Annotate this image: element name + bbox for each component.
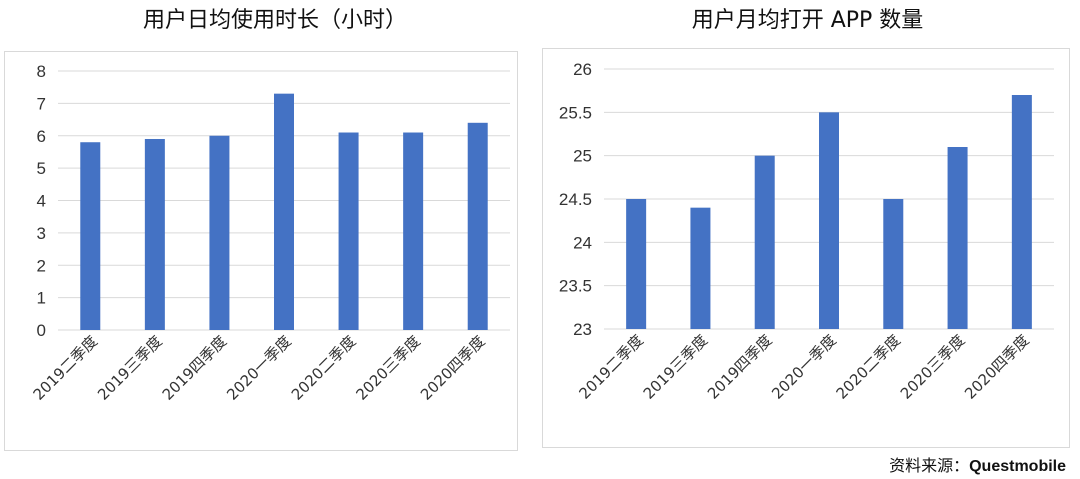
y-tick-label: 4 (37, 192, 46, 211)
y-tick-label: 2 (37, 256, 46, 275)
y-tick-label: 7 (37, 94, 46, 113)
y-tick-label: 6 (37, 127, 46, 146)
y-tick-label: 8 (37, 62, 46, 81)
source-name: Questmobile (969, 458, 1066, 475)
bar (690, 207, 711, 329)
y-tick-label: 0 (37, 321, 46, 340)
y-tick-label: 25 (573, 147, 592, 166)
y-tick-label: 23.5 (559, 277, 592, 296)
y-tick-label: 24 (573, 233, 592, 252)
bar (883, 199, 904, 329)
y-tick-label: 26 (573, 60, 592, 79)
monthly-apps-chart: 2323.52424.52525.5262019二季度2019三季度2019四季… (542, 48, 1070, 448)
bar (467, 122, 488, 330)
bar (754, 155, 775, 329)
y-tick-label: 3 (37, 224, 46, 243)
source-prefix: 资料来源： (889, 456, 970, 475)
daily-usage-chart: 0123456782019二季度2019三季度2019四季度2020一季度202… (4, 51, 518, 451)
y-tick-label: 1 (37, 289, 46, 308)
chart-title-daily-usage: 用户日均使用时长（小时） (142, 8, 407, 33)
bar (209, 135, 230, 330)
bar (80, 142, 101, 330)
bar (274, 93, 294, 330)
y-tick-label: 25.5 (559, 103, 592, 122)
data-source: 资料来源：Questmobile (889, 452, 1066, 476)
bar (1011, 95, 1032, 329)
bar (144, 138, 165, 330)
chart-title-monthly-apps: 用户月均打开 APP 数量 (691, 8, 924, 33)
bar (819, 112, 839, 329)
plot-area-border (542, 48, 1070, 448)
bar (947, 147, 968, 329)
y-tick-label: 5 (37, 159, 46, 178)
bar (626, 199, 647, 329)
y-tick-label: 23 (573, 320, 592, 339)
bar (338, 132, 359, 330)
bar (403, 132, 424, 330)
y-tick-label: 24.5 (559, 190, 592, 209)
